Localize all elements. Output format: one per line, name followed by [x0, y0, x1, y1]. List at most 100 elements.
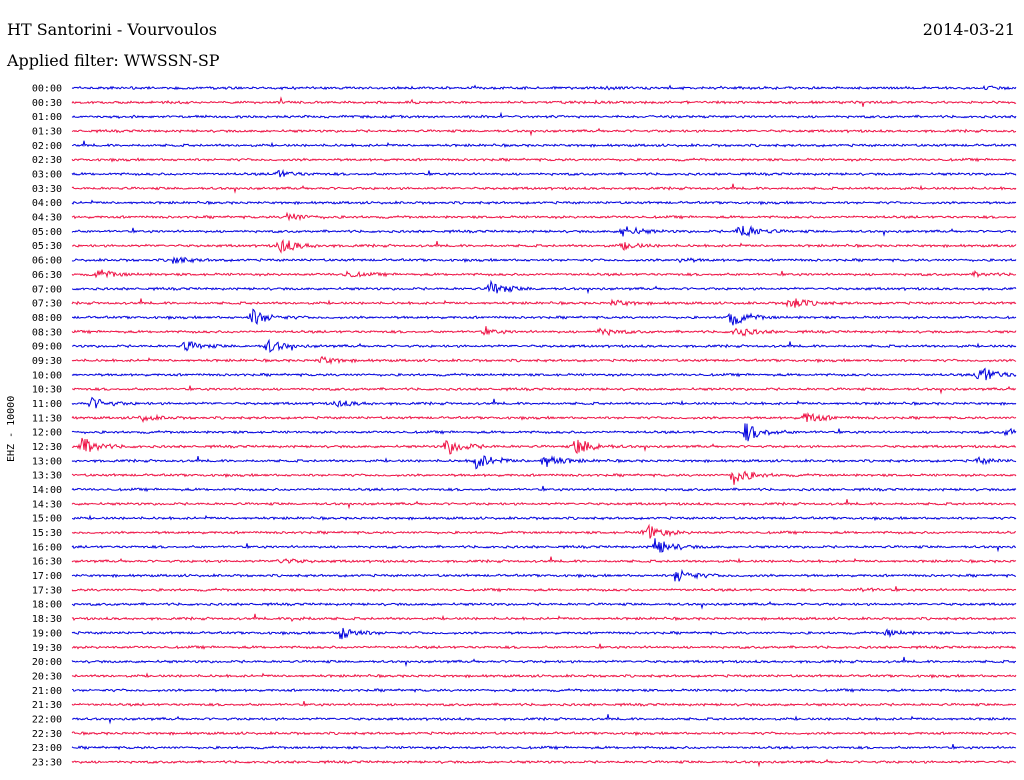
time-tick-label: 23:00: [32, 743, 62, 754]
trace-line-1100: [71, 396, 1017, 409]
trace-line-1130: [71, 412, 1017, 423]
trace-line-1500: [72, 514, 1017, 522]
trace-line-0530: [71, 238, 1017, 254]
time-tick-label: 13:00: [32, 456, 62, 467]
trace-line-1330: [71, 470, 1017, 485]
trace-line-0630: [71, 269, 1017, 279]
time-tick-label: 01:00: [32, 112, 62, 123]
trace-line-2100: [71, 687, 1017, 693]
trace-line-2230: [71, 730, 1017, 737]
time-tick-label: 15:00: [32, 514, 62, 525]
time-tick-label: 20:30: [32, 671, 62, 682]
time-tick-label: 15:30: [32, 528, 62, 539]
time-tick-label: 02:30: [32, 155, 62, 166]
trace-line-0500: [71, 224, 1017, 238]
time-tick-label: 23:30: [32, 757, 62, 768]
trace-line-1230: [71, 437, 1017, 455]
time-tick-label: 11:30: [32, 413, 62, 424]
time-tick-label: 09:30: [32, 356, 62, 367]
time-tick-label: 20:00: [32, 657, 62, 668]
trace-line-0100: [71, 111, 1017, 120]
time-tick-label: 16:00: [32, 542, 62, 553]
time-tick-label: 18:00: [32, 600, 62, 611]
time-tick-label: 10:00: [32, 370, 62, 381]
trace-line-0600: [71, 256, 1017, 264]
time-tick-label: 03:00: [32, 170, 62, 181]
trace-line-0200: [71, 140, 1017, 148]
trace-line-1730: [71, 586, 1017, 593]
trace-line-1600: [71, 538, 1017, 553]
time-tick-label: 09:00: [32, 342, 62, 353]
time-tick-labels: 00:00 00:30 01:00 01:30 02:00 02:30 03:00 03:30…: [32, 84, 62, 769]
time-tick-label: 02:00: [32, 141, 62, 152]
time-tick-label: 18:30: [32, 614, 62, 625]
trace-line-0730: [71, 298, 1017, 308]
time-tick-label: 00:30: [32, 98, 62, 109]
trace-line-0930: [71, 355, 1017, 366]
trace-line-1530: [71, 523, 1017, 539]
time-tick-label: 04:30: [32, 213, 62, 224]
time-tick-label: 07:00: [32, 284, 62, 295]
trace-line-0800: [71, 308, 1017, 326]
time-tick-label: 08:00: [32, 313, 62, 324]
time-tick-label: 12:00: [32, 428, 62, 439]
time-tick-label: 22:00: [32, 714, 62, 725]
trace-line-1630: [71, 556, 1017, 564]
trace-line-2300: [71, 744, 1017, 751]
time-tick-label: 19:00: [32, 628, 62, 639]
time-tick-label: 14:30: [32, 499, 62, 510]
trace-line-0430: [71, 211, 1017, 222]
trace-line-1430: [71, 499, 1017, 510]
trace-line-1700: [71, 568, 1017, 582]
trace-line-2200: [71, 714, 1017, 725]
trace-line-1800: [71, 600, 1017, 610]
time-tick-label: 11:00: [32, 399, 62, 410]
filter-label: Applied filter: WWSSN-SP: [7, 51, 220, 70]
time-tick-label: 06:30: [32, 270, 62, 281]
trace-line-0900: [71, 338, 1017, 353]
time-tick-label: 03:30: [32, 184, 62, 195]
time-tick-label: 00:00: [32, 84, 62, 95]
trace-line-1300: [71, 455, 1017, 470]
trace-line-1930: [71, 643, 1017, 650]
time-tick-label: 08:30: [32, 327, 62, 338]
trace-line-1000: [71, 367, 1017, 381]
time-tick-label: 17:00: [32, 571, 62, 582]
time-tick-label: 22:30: [32, 729, 62, 740]
trace-line-2130: [71, 701, 1017, 708]
time-tick-label: 05:30: [32, 241, 62, 252]
trace-line-2000: [71, 656, 1017, 668]
time-tick-label: 07:30: [32, 299, 62, 310]
time-tick-label: 04:00: [32, 198, 62, 209]
trace-line-1030: [71, 385, 1017, 395]
time-tick-label: 05:00: [32, 227, 62, 238]
time-tick-label: 21:30: [32, 700, 62, 711]
time-tick-label: 13:30: [32, 471, 62, 482]
trace-line-0130: [71, 127, 1017, 137]
time-tick-label: 16:30: [32, 557, 62, 568]
trace-line-2330: [71, 758, 1017, 768]
trace-line-1900: [71, 627, 1017, 640]
trace-line-0830: [71, 326, 1017, 337]
trace-line-2030: [71, 672, 1017, 679]
time-tick-label: 17:30: [32, 585, 62, 596]
time-tick-label: 21:00: [32, 686, 62, 697]
time-tick-label: 01:30: [32, 127, 62, 138]
trace-line-0330: [71, 183, 1017, 194]
time-tick-label: 19:30: [32, 643, 62, 654]
trace-line-0700: [71, 279, 1017, 295]
trace-line-0030: [71, 96, 1017, 107]
time-tick-label: 12:30: [32, 442, 62, 453]
trace-line-1200: [71, 423, 1017, 442]
record-date: 2014-03-21: [922, 20, 1015, 39]
seismogram-traces: [71, 84, 1017, 768]
trace-line-1400: [71, 485, 1017, 493]
time-tick-label: 10:30: [32, 385, 62, 396]
trace-line-0230: [71, 157, 1017, 163]
trace-line-0300: [71, 169, 1017, 178]
trace-line-0000: [71, 84, 1017, 91]
trace-line-1830: [71, 613, 1017, 623]
time-tick-label: 06:00: [32, 256, 62, 267]
time-tick-label: 14:00: [32, 485, 62, 496]
